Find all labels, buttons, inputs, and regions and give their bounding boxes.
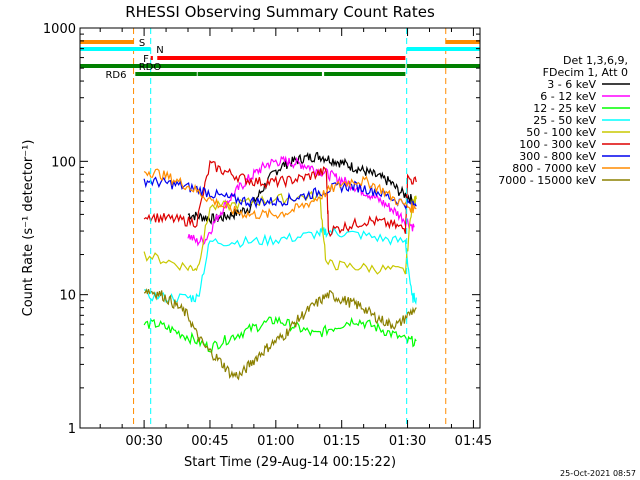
flag-label: RD6 [105, 70, 126, 81]
legend-entry-label: 25 - 50 keV [533, 114, 596, 127]
flag-label: F [143, 54, 149, 65]
plot-frame [79, 27, 481, 429]
series-layer [143, 151, 417, 381]
legend-entry-label: 300 - 800 keV [519, 150, 596, 163]
series-line [143, 315, 417, 353]
y-axis-label: Count Rate (s⁻¹ detector⁻¹) [21, 140, 36, 317]
legend-entry-label: 800 - 7000 keV [512, 162, 596, 175]
vertical-markers [133, 28, 447, 428]
chart-title: RHESSI Observing Summary Count Rates [125, 3, 435, 21]
y-axis: 1 10 100 1000 [43, 22, 480, 437]
legend-entry-label: 6 - 12 keV [540, 90, 596, 103]
x-tick-label: 00:30 [125, 434, 162, 449]
x-tick-label: 00:45 [191, 434, 228, 449]
series-line [143, 176, 417, 211]
y-tick-label: 100 [51, 155, 76, 170]
x-tick-label: 01:30 [389, 434, 426, 449]
legend-entry-label: 7000 - 15000 keV [498, 174, 596, 187]
y-tick-label: 1000 [43, 22, 76, 37]
legend-entry-label: 12 - 25 keV [533, 102, 596, 115]
x-tick-label: 01:00 [257, 434, 294, 449]
x-axis-label: Start Time (29-Aug-14 00:15:22) [184, 455, 396, 470]
timestamp-footer: 25-Oct-2021 08:57 [560, 469, 636, 478]
legend-entry-label: 100 - 300 keV [519, 138, 596, 151]
series-line [143, 190, 417, 275]
legend-entry-label: 50 - 100 keV [526, 126, 596, 139]
legend-header: FDecim 1, Att 0 [543, 66, 628, 79]
y-tick-label: 1 [68, 422, 76, 437]
flag-label: N [156, 45, 163, 56]
flag-label: S [139, 38, 145, 49]
series-line [143, 159, 417, 238]
legend-entry-label: 3 - 6 keV [547, 78, 596, 91]
flag-label: RDO [139, 62, 162, 73]
series-line [144, 225, 417, 306]
legend-header: Det 1,3,6,9, [563, 54, 628, 67]
series-line [143, 288, 417, 381]
x-axis: 00:30 00:45 01:00 01:15 01:30 01:45 [99, 28, 492, 449]
x-tick-label: 01:45 [455, 434, 492, 449]
x-tick-label: 01:15 [323, 434, 360, 449]
y-tick-label: 10 [59, 289, 76, 304]
series-line [143, 168, 417, 220]
